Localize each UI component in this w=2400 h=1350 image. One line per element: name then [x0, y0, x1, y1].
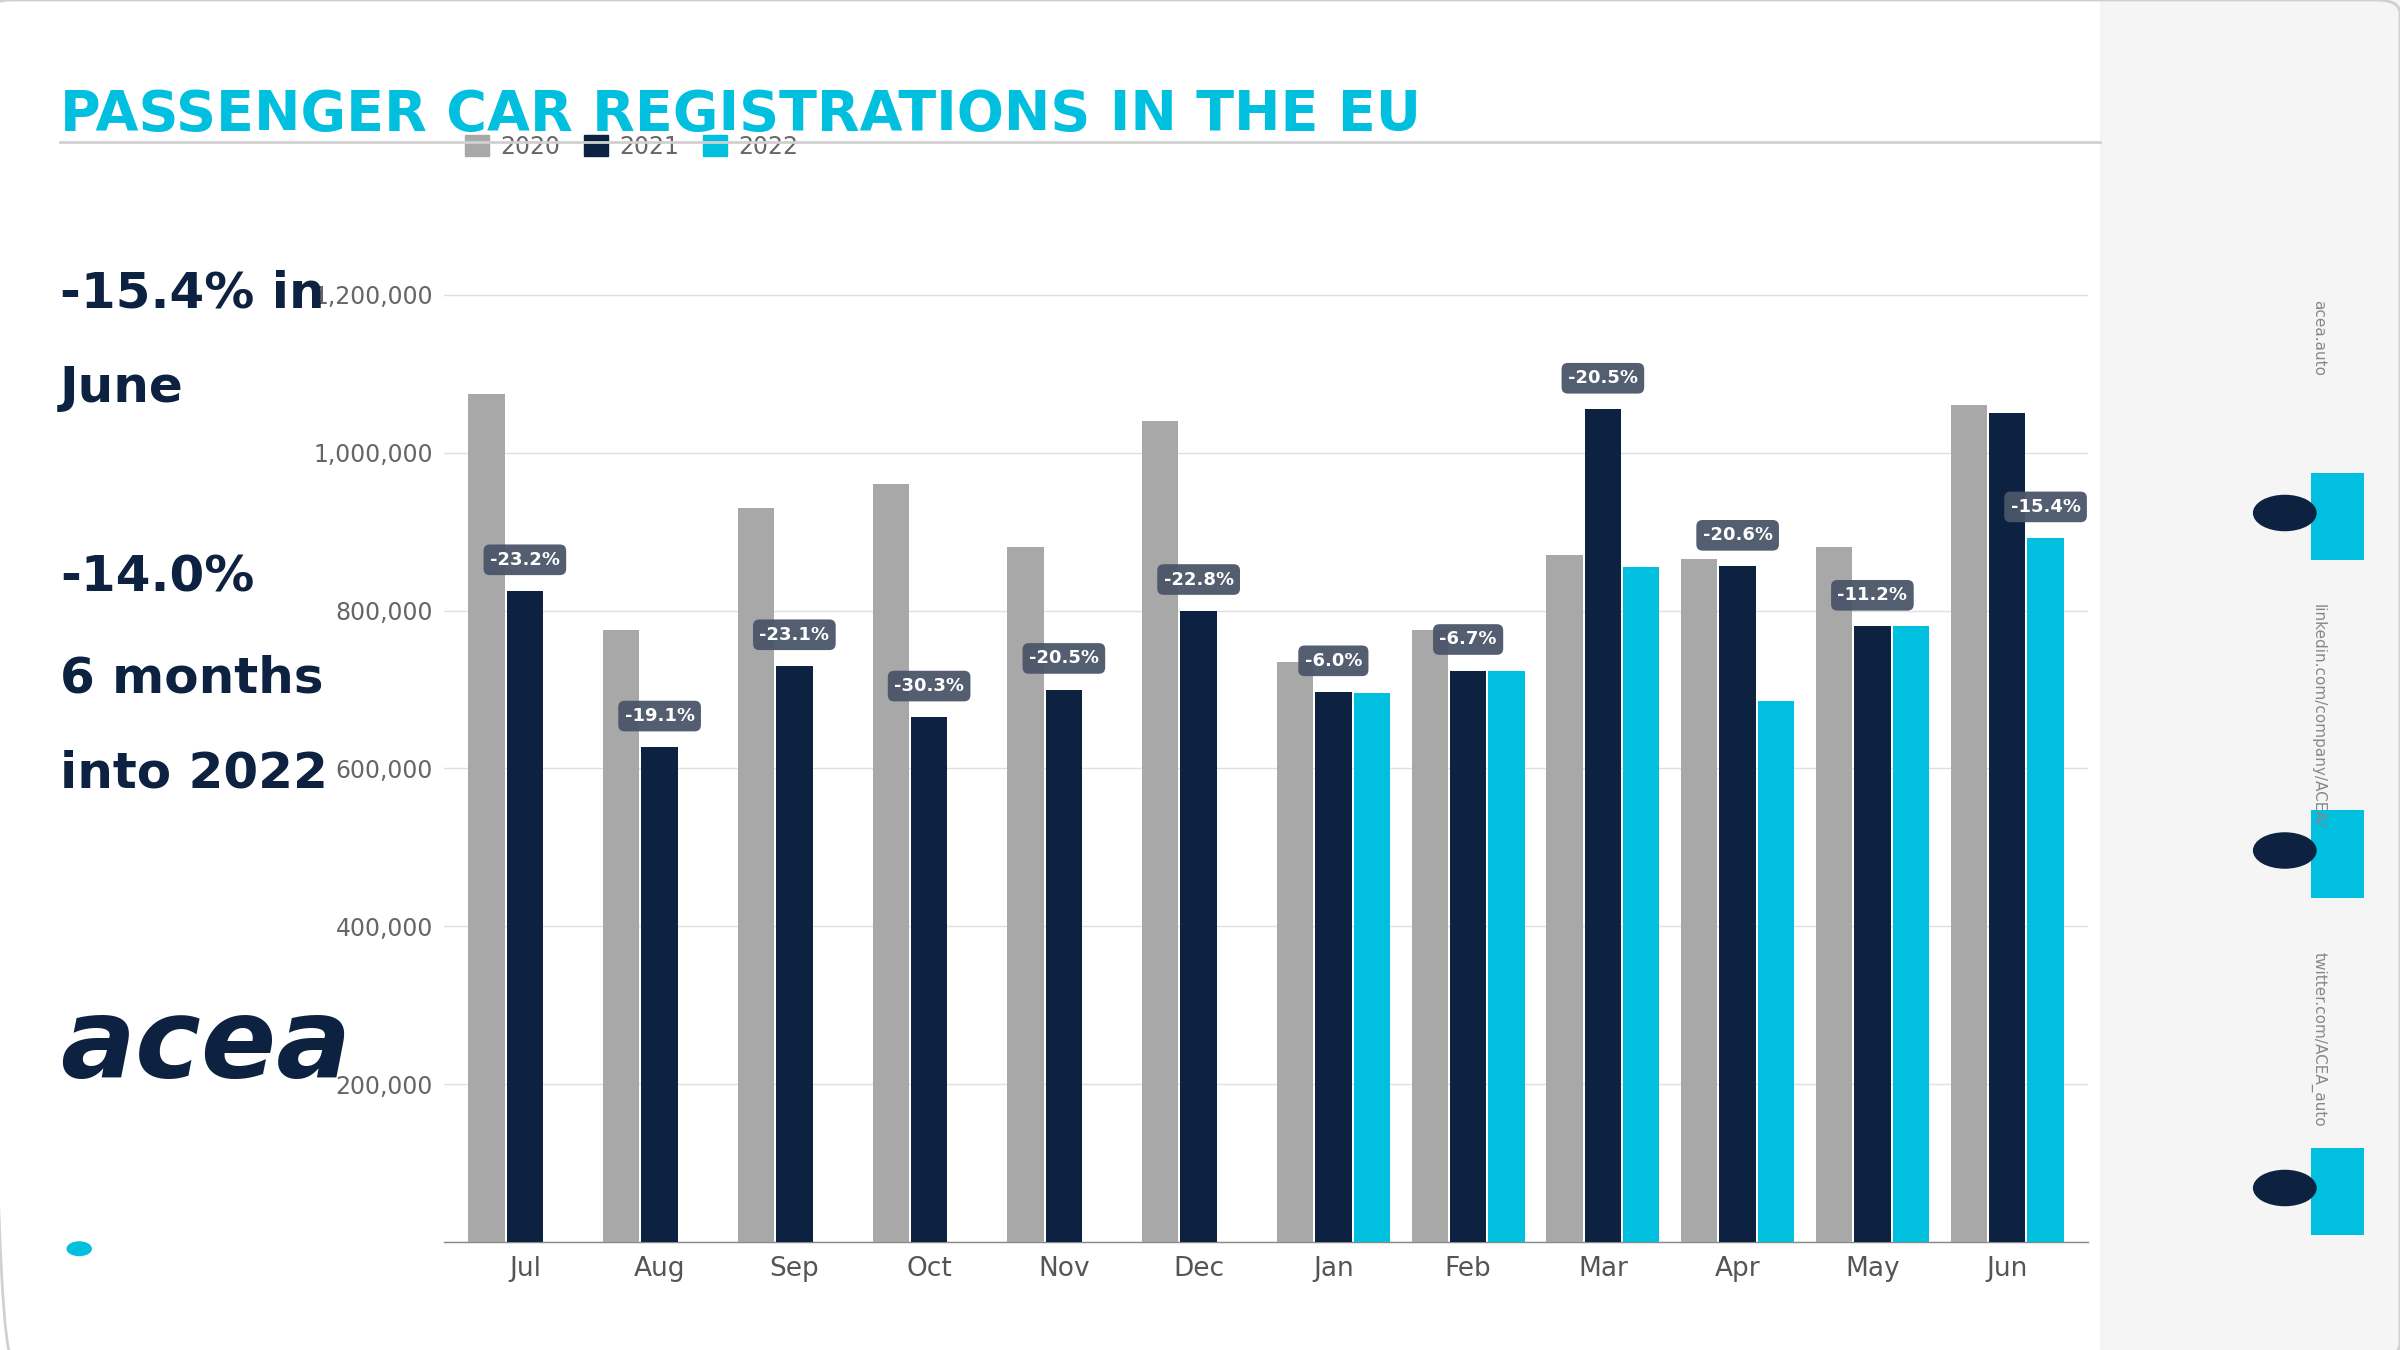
Text: -15.4% in: -15.4% in [60, 270, 324, 319]
Text: -30.3%: -30.3% [895, 678, 965, 714]
Text: PASSENGER CAR REGISTRATIONS IN THE EU: PASSENGER CAR REGISTRATIONS IN THE EU [60, 88, 1421, 142]
Bar [1354, 694, 1390, 1242]
Bar [1411, 630, 1447, 1242]
Bar [468, 394, 504, 1242]
Bar [641, 747, 677, 1242]
Bar [506, 591, 542, 1242]
Text: acea.auto: acea.auto [2311, 300, 2326, 375]
Text: -23.1%: -23.1% [758, 626, 830, 663]
Bar [912, 717, 948, 1242]
Text: -11.2%: -11.2% [1838, 586, 1908, 624]
Text: acea: acea [60, 994, 350, 1100]
Bar [1181, 610, 1217, 1242]
Text: -6.0%: -6.0% [1306, 652, 1363, 688]
Bar [775, 666, 814, 1242]
Bar [874, 485, 910, 1242]
Bar [1450, 671, 1486, 1242]
Text: -6.7%: -6.7% [1440, 630, 1498, 668]
Bar [1277, 662, 1313, 1242]
Bar [1142, 421, 1178, 1242]
Text: -23.2%: -23.2% [490, 551, 559, 589]
Bar [1488, 671, 1524, 1242]
Bar [1584, 409, 1620, 1242]
Bar [1757, 702, 1795, 1242]
Text: June: June [60, 364, 185, 413]
Text: linkedin.com/company/ACEA/: linkedin.com/company/ACEA/ [2311, 603, 2326, 828]
Text: into 2022: into 2022 [60, 749, 329, 798]
Text: 6 months: 6 months [60, 655, 324, 703]
Legend: 2020, 2021, 2022: 2020, 2021, 2022 [456, 126, 809, 169]
Bar [1546, 555, 1582, 1242]
Bar [2028, 539, 2064, 1242]
Bar [1046, 690, 1082, 1242]
Bar [1990, 413, 2026, 1242]
Text: -20.5%: -20.5% [1567, 370, 1637, 406]
Bar [737, 508, 775, 1242]
Text: 🐦: 🐦 [2280, 1180, 2290, 1196]
Text: -15.4%: -15.4% [2011, 498, 2081, 535]
Text: -20.6%: -20.6% [1702, 526, 1774, 564]
Text: -20.5%: -20.5% [1030, 649, 1099, 687]
Bar [1622, 567, 1658, 1242]
Text: -19.1%: -19.1% [624, 707, 694, 744]
Bar [1894, 626, 1930, 1242]
Bar [1008, 548, 1044, 1242]
Text: ⊕: ⊕ [2278, 504, 2292, 522]
Text: -14.0%: -14.0% [60, 554, 254, 602]
Bar [1315, 693, 1351, 1242]
Text: twitter.com/ACEA_auto: twitter.com/ACEA_auto [2311, 952, 2326, 1127]
Bar [602, 630, 638, 1242]
Text: in: in [2278, 844, 2292, 857]
Bar [1951, 405, 1987, 1242]
Bar [1817, 548, 1853, 1242]
Bar [1680, 559, 1718, 1242]
Bar [1718, 567, 1757, 1242]
Text: -22.8%: -22.8% [1164, 571, 1234, 608]
Circle shape [67, 1242, 91, 1256]
Bar [1855, 626, 1891, 1242]
